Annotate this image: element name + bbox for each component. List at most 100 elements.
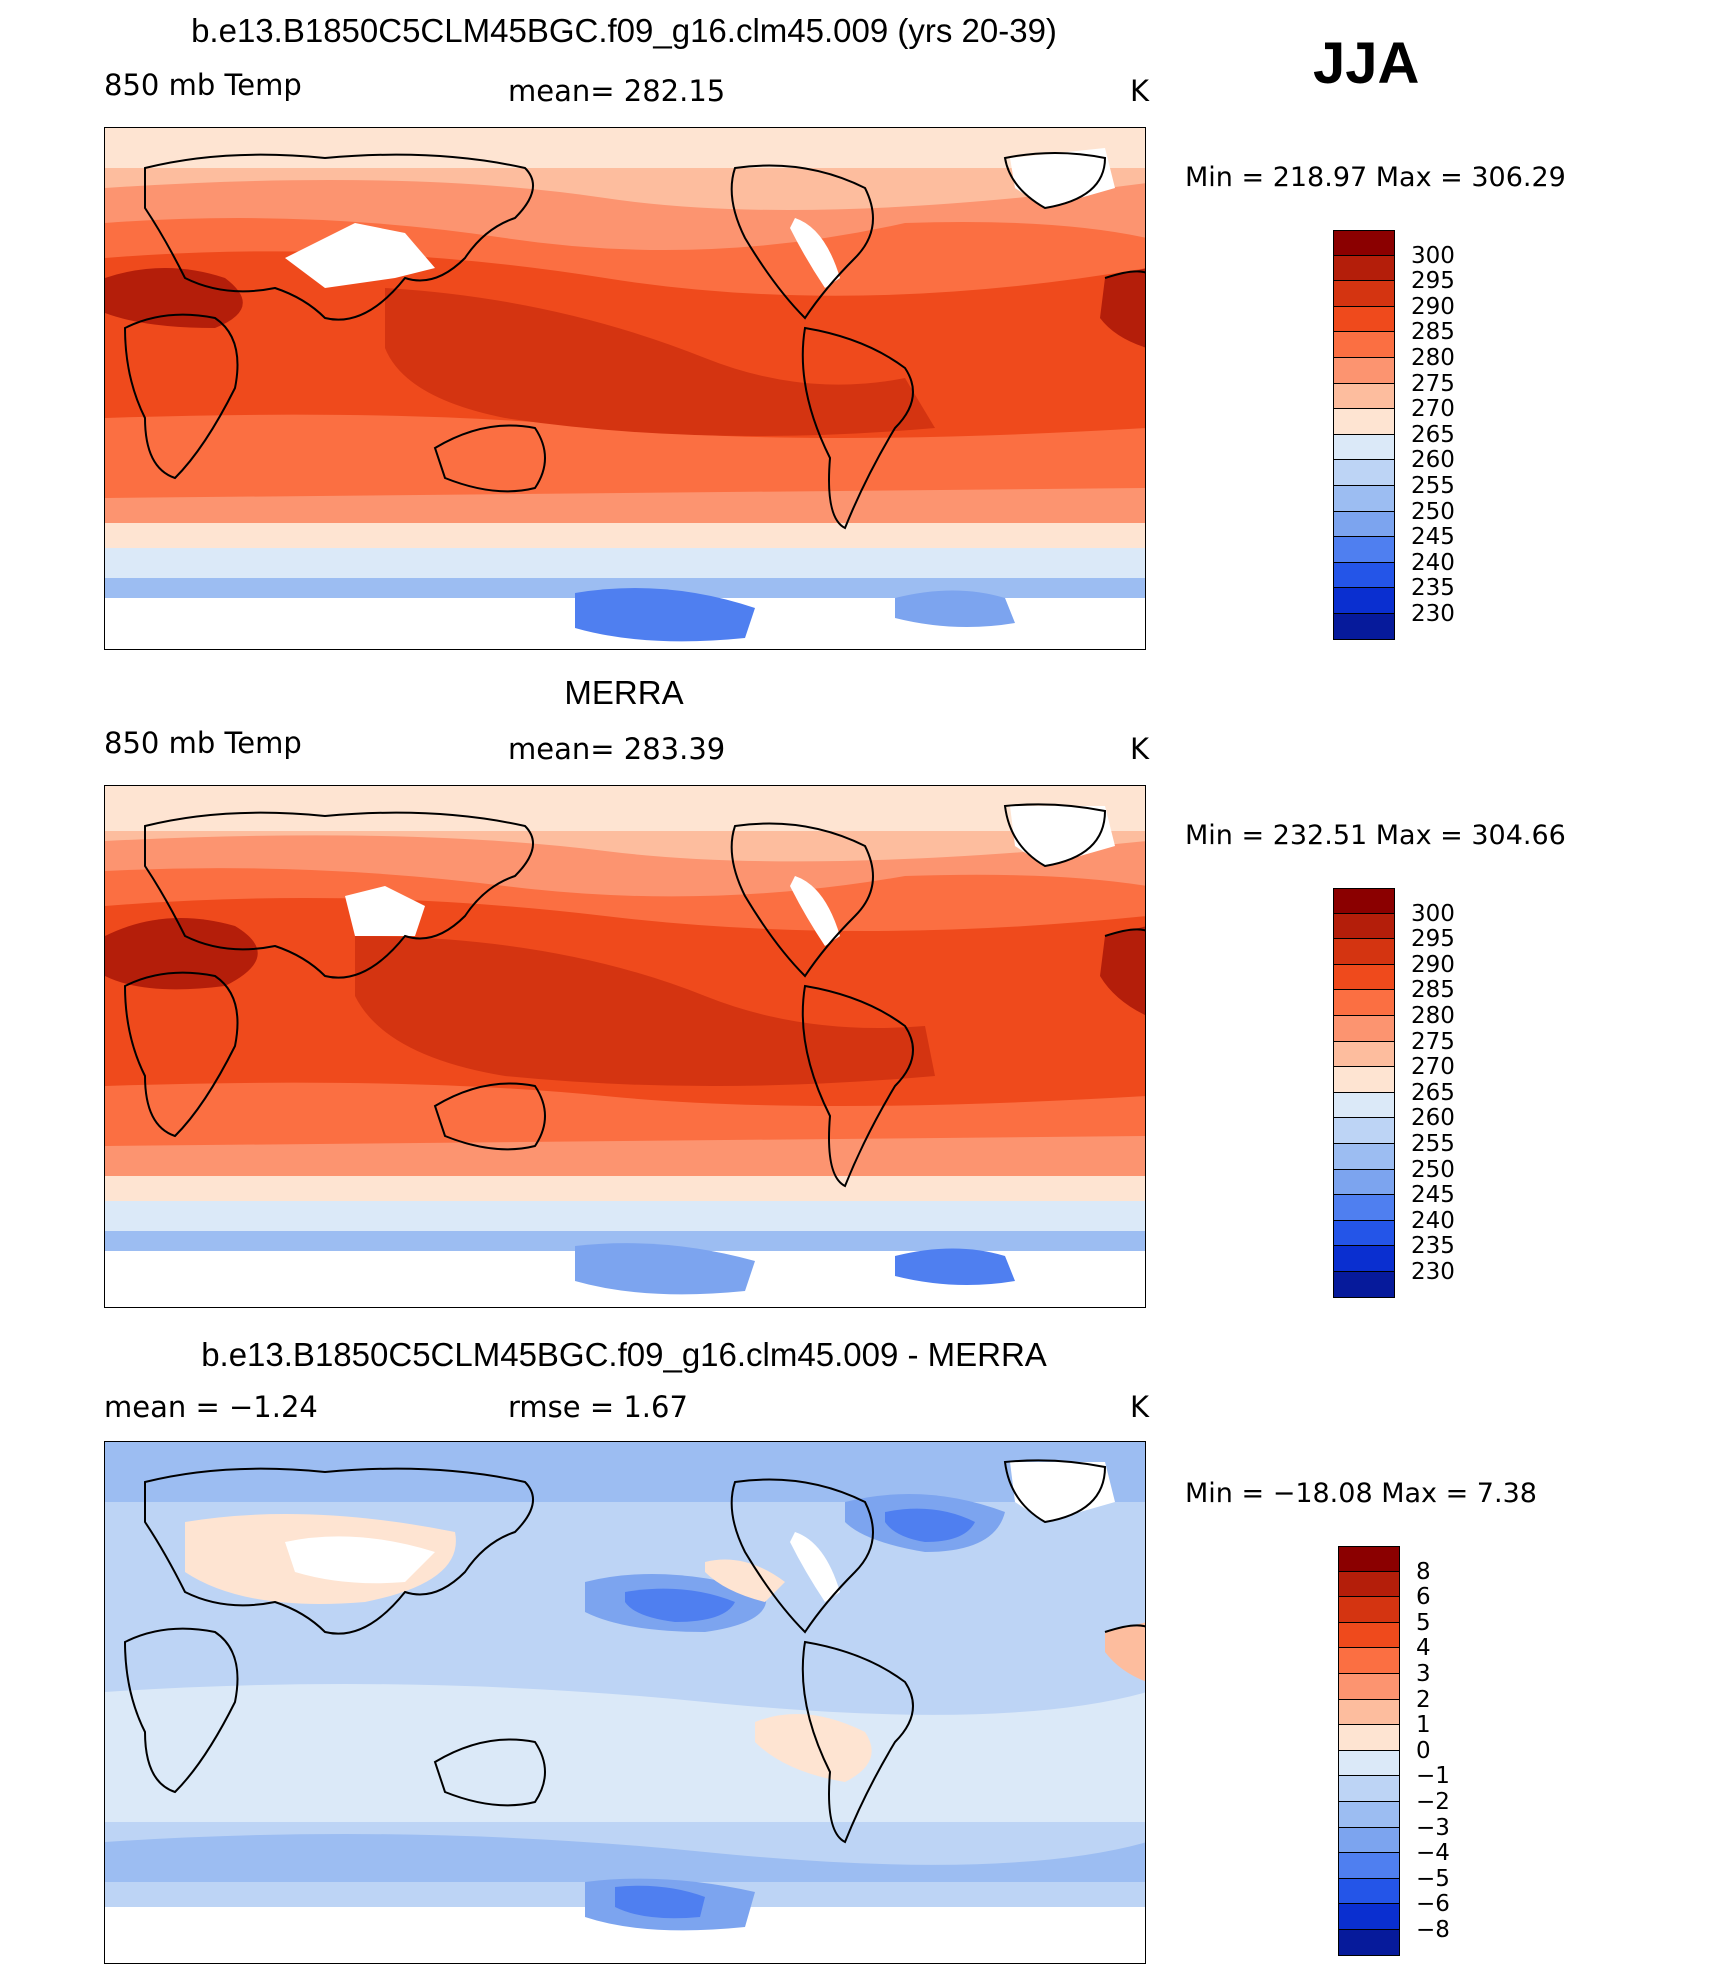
colorbar-box (1338, 1597, 1400, 1623)
colorbar-label: 270 (1411, 396, 1455, 423)
colorbar-box (1333, 255, 1395, 282)
colorbar-box (1338, 1776, 1400, 1802)
panel3-coastlines (123, 1459, 1145, 1844)
colorbar-box (1333, 1016, 1395, 1042)
colorbar-box (1333, 939, 1395, 965)
colorbar-box (1338, 1571, 1400, 1598)
colorbar-label: 230 (1411, 1259, 1455, 1285)
panel2-units: K (1130, 732, 1150, 766)
panel2-minmax: Min = 232.51 Max = 304.66 (1185, 820, 1566, 851)
panel1-units: K (1130, 74, 1150, 108)
colorbar-box (1333, 1195, 1395, 1221)
colorbar-box (1338, 1725, 1400, 1751)
colorbar-box (1333, 1067, 1395, 1093)
colorbar-label: −1 (1416, 1763, 1450, 1790)
colorbar-box (1333, 434, 1395, 461)
panel3-map (104, 1441, 1146, 1964)
colorbar-label: 295 (1411, 926, 1455, 953)
colorbar-box (1333, 588, 1395, 614)
panel1-minmax: Min = 218.97 Max = 306.29 (1185, 162, 1566, 193)
colorbar-box (1333, 383, 1395, 410)
panel2-variable-label: 850 mb Temp (104, 726, 302, 760)
colorbar-label: 280 (1411, 1003, 1455, 1029)
colorbar-label: 265 (1411, 421, 1455, 448)
colorbar-label: −8 (1416, 1917, 1450, 1943)
colorbar-label: −5 (1416, 1865, 1450, 1892)
panel3-mean-label: mean = −1.24 (104, 1390, 318, 1424)
colorbar-box (1333, 358, 1395, 384)
colorbar-label: 300 (1411, 242, 1455, 269)
colorbar-box (1338, 1546, 1400, 1572)
panel1-variable-label: 850 mb Temp (104, 68, 302, 102)
colorbar-box (1333, 511, 1395, 538)
colorbar-label: 235 (1411, 1233, 1455, 1260)
colorbar-frame (1333, 888, 1395, 1298)
colorbar-box (1333, 281, 1395, 307)
colorbar-label: 275 (1411, 370, 1455, 397)
colorbar-label: 265 (1411, 1079, 1455, 1106)
colorbar-box (1338, 1827, 1400, 1854)
colorbar-box (1333, 486, 1395, 512)
colorbar-label: 240 (1411, 549, 1455, 576)
panel1-mean-label: mean= 282.15 (508, 74, 726, 108)
colorbar-label: 285 (1411, 319, 1455, 346)
colorbar-label: 2 (1416, 1686, 1431, 1713)
colorbar-box (1333, 888, 1395, 914)
colorbar-label: 3 (1416, 1661, 1431, 1687)
panel3-minmax: Min = −18.08 Max = 7.38 (1185, 1478, 1537, 1509)
colorbar-frame (1333, 230, 1395, 640)
panel2-mean-label: mean= 283.39 (508, 732, 726, 766)
colorbar-box (1333, 1041, 1395, 1068)
colorbar-label: −2 (1416, 1789, 1450, 1815)
season-label: JJA (1313, 31, 1420, 96)
colorbar-box (1338, 1904, 1400, 1930)
colorbar-label: 245 (1411, 1182, 1455, 1209)
colorbar-label: 290 (1411, 951, 1455, 978)
colorbar-label: 250 (1411, 498, 1455, 525)
colorbar-label: 300 (1411, 900, 1455, 927)
colorbar-label: 8 (1416, 1558, 1431, 1585)
colorbar-label: 240 (1411, 1207, 1455, 1234)
panel1-map (104, 127, 1146, 650)
colorbar-box (1338, 1750, 1400, 1777)
colorbar-box (1333, 230, 1395, 256)
panel2-title: MERRA (564, 674, 684, 711)
colorbar-label: 290 (1411, 293, 1455, 320)
colorbar-box (1333, 1169, 1395, 1196)
panel2-temperature-field (105, 786, 1145, 1307)
colorbar-box (1333, 990, 1395, 1016)
colorbar-box (1333, 409, 1395, 435)
colorbar-label: 4 (1416, 1635, 1431, 1662)
panel2-coastlines (123, 803, 1145, 1188)
colorbar-label: 1 (1416, 1712, 1431, 1739)
colorbar-box (1333, 562, 1395, 589)
colorbar-label: −4 (1416, 1840, 1450, 1867)
colorbar-box (1333, 1118, 1395, 1144)
colorbar-box (1333, 537, 1395, 563)
colorbar-box (1338, 1622, 1400, 1649)
panel2-map (104, 785, 1146, 1308)
colorbar-label: 270 (1411, 1054, 1455, 1081)
colorbar-label: 235 (1411, 575, 1455, 602)
colorbar-box (1338, 1930, 1400, 1956)
panel3-rmse-label: rmse = 1.67 (508, 1390, 688, 1424)
panel1-coastlines (123, 152, 1145, 530)
panel1-temperature-field (105, 128, 1145, 649)
colorbar-box (1333, 1220, 1395, 1247)
colorbar-box (1333, 964, 1395, 991)
colorbar-box (1333, 306, 1395, 333)
colorbar-box (1333, 1144, 1395, 1170)
colorbar-label: 250 (1411, 1156, 1455, 1183)
colorbar-label: 295 (1411, 268, 1455, 295)
colorbar-label: 6 (1416, 1584, 1431, 1611)
colorbar-label: 230 (1411, 601, 1455, 627)
colorbar-label: 245 (1411, 524, 1455, 551)
colorbar-frame (1338, 1546, 1400, 1956)
colorbar-box (1338, 1802, 1400, 1828)
colorbar-box (1338, 1648, 1400, 1674)
colorbar-label: −6 (1416, 1891, 1450, 1918)
colorbar-label: 275 (1411, 1028, 1455, 1055)
colorbar-label: 260 (1411, 447, 1455, 474)
colorbar-box (1333, 913, 1395, 940)
colorbar-label: 5 (1416, 1609, 1431, 1636)
